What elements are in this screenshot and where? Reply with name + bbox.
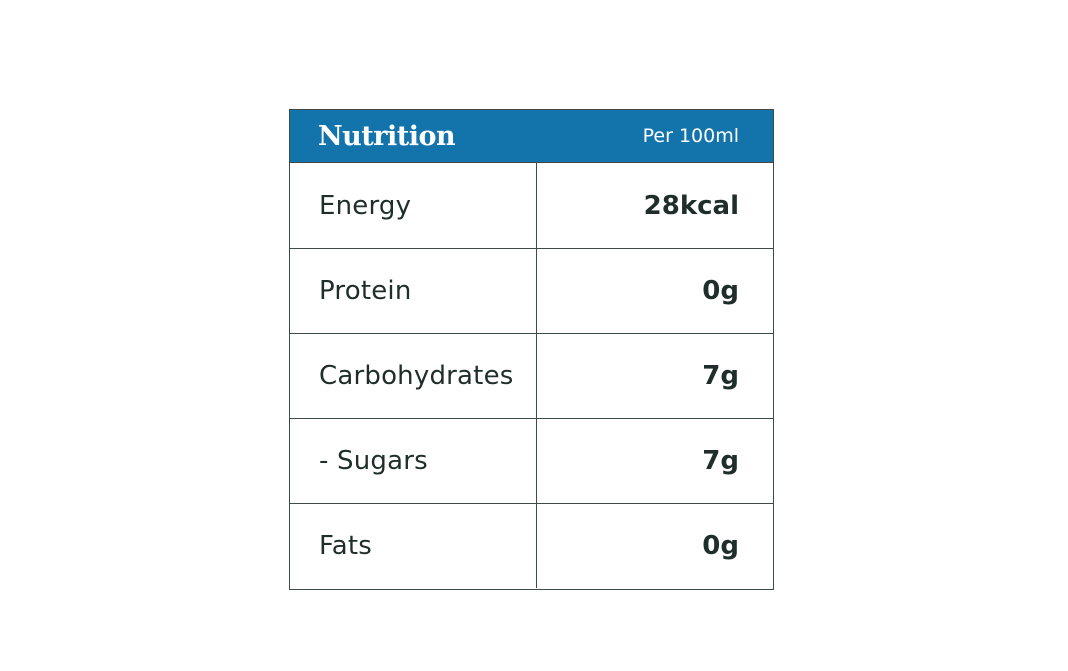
serving-basis-label: Per 100ml: [642, 125, 739, 147]
nutrition-header: Nutrition Per 100ml: [290, 110, 773, 163]
table-row-protein: Protein 0g: [290, 248, 773, 333]
nutrition-title: Nutrition: [318, 120, 456, 152]
row-label: - Sugars: [290, 419, 537, 503]
row-value: 0g: [702, 531, 739, 561]
row-value: 0g: [702, 276, 739, 306]
row-value: 7g: [702, 361, 739, 391]
table-row-sugars: - Sugars 7g: [290, 418, 773, 503]
table-row-fats: Fats 0g: [290, 503, 773, 588]
row-label: Fats: [290, 504, 537, 588]
row-label: Carbohydrates: [290, 334, 537, 418]
row-label: Protein: [290, 249, 537, 333]
row-value: 7g: [702, 446, 739, 476]
nutrition-rows: Energy 28kcal Protein 0g Carbohydrates 7…: [290, 163, 773, 588]
table-row-energy: Energy 28kcal: [290, 163, 773, 248]
row-label: Energy: [290, 163, 537, 248]
row-value: 28kcal: [643, 190, 739, 221]
nutrition-table: Nutrition Per 100ml Energy 28kcal Protei…: [289, 109, 774, 590]
table-row-carbohydrates: Carbohydrates 7g: [290, 333, 773, 418]
